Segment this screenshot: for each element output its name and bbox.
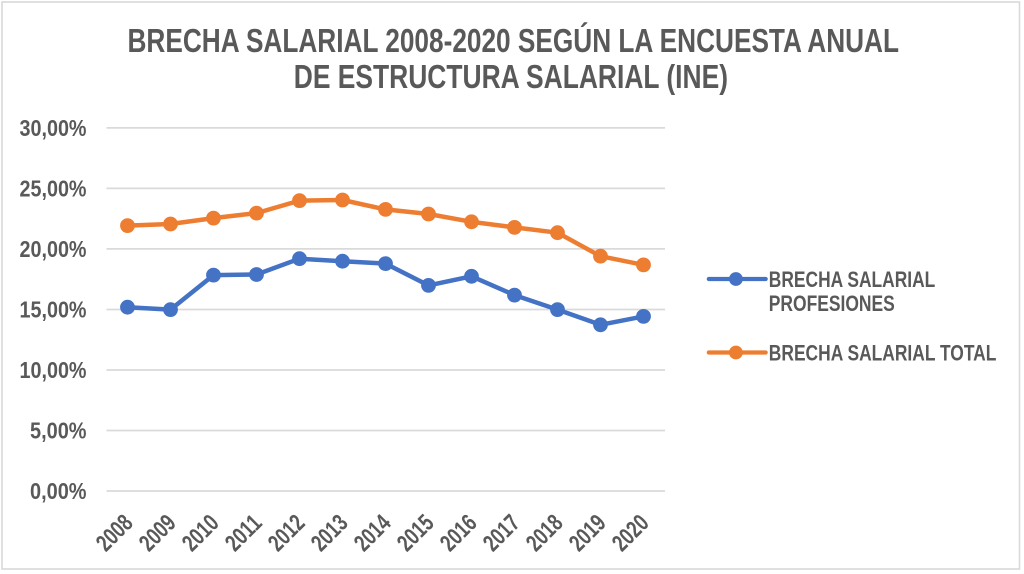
svg-text:10,00%: 10,00% [20, 357, 87, 383]
svg-text:BRECHA SALARIAL TOTAL: BRECHA SALARIAL TOTAL [769, 341, 997, 366]
svg-text:0,00%: 0,00% [30, 478, 87, 504]
svg-text:BRECHA SALARIAL 2008-2020 SEGÚ: BRECHA SALARIAL 2008-2020 SEGÚN LA ENCUE… [128, 22, 900, 59]
svg-text:BRECHA SALARIAL: BRECHA SALARIAL [769, 267, 936, 292]
svg-text:PROFESIONES: PROFESIONES [769, 291, 895, 316]
svg-text:5,00%: 5,00% [30, 418, 87, 444]
svg-text:15,00%: 15,00% [20, 297, 87, 323]
svg-text:20,00%: 20,00% [20, 236, 87, 262]
svg-text:DE ESTRUCTURA SALARIAL (INE): DE ESTRUCTURA SALARIAL (INE) [294, 58, 728, 95]
svg-text:25,00%: 25,00% [20, 176, 87, 202]
svg-text:30,00%: 30,00% [20, 115, 87, 141]
